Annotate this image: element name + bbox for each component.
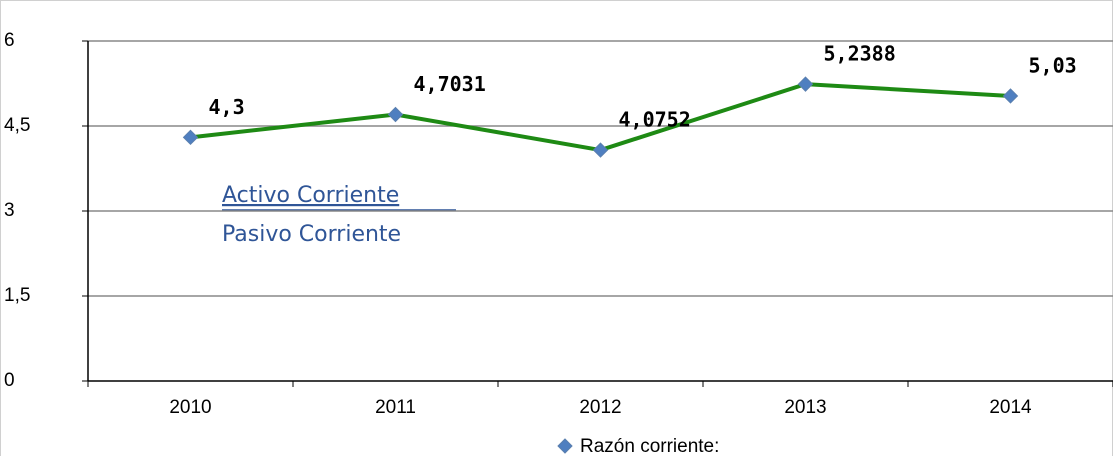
- data-label: 5,2388: [824, 42, 896, 66]
- point-marker: [182, 129, 199, 146]
- x-tick-label: 2011: [375, 397, 416, 418]
- x-tick-label: 2012: [579, 397, 621, 418]
- data-label: 4,3: [209, 95, 245, 119]
- data-label: 5,03: [1029, 53, 1077, 77]
- point-marker: [592, 142, 609, 158]
- x-tick-label: 2010: [169, 397, 211, 418]
- data-label: 4,7031: [414, 72, 486, 96]
- series-line: [190, 82, 1011, 153]
- legend-label: Razón corriente:: [580, 436, 719, 456]
- y-tick-label: 6: [4, 30, 15, 51]
- y-tick-label: 4,5: [4, 115, 30, 136]
- point-marker: [387, 106, 404, 123]
- annotation-denominator: Pasivo Corriente: [222, 222, 401, 247]
- point-marker: [1002, 88, 1019, 104]
- y-tick-label: 0: [4, 370, 15, 391]
- point-marker: [797, 76, 814, 92]
- y-tick-label: 1,5: [4, 285, 30, 306]
- annotation-numerator: Activo Corriente: [222, 183, 399, 208]
- x-tick-label: 2013: [784, 397, 826, 418]
- y-tick-label: 3: [4, 200, 15, 221]
- x-tick-label: 2014: [989, 397, 1032, 418]
- legend-marker: [557, 438, 573, 454]
- data-label: 4,0752: [619, 108, 691, 132]
